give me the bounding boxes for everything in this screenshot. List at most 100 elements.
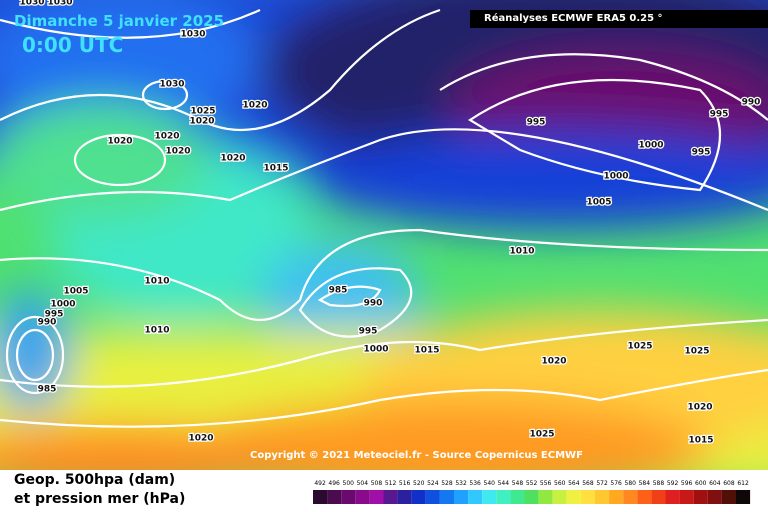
date-label: Dimanche 5 janvier 2025 — [14, 12, 224, 30]
colorbar-label: 552 — [526, 480, 538, 487]
colorbar-label: 556 — [540, 480, 552, 487]
colorbar-label: 500 — [343, 480, 355, 487]
colorbar-swatch — [524, 490, 539, 504]
isobar-label: 995 — [359, 327, 378, 337]
colorbar-label: 604 — [709, 480, 721, 487]
isobar-label: 1020 — [107, 137, 132, 147]
isobar-label: 1000 — [603, 172, 628, 182]
isobar-label: 1030 — [180, 30, 205, 40]
colorbar-label: 580 — [625, 480, 637, 487]
isobar-label: 1010 — [509, 247, 534, 257]
isobar-label: 1020 — [242, 101, 267, 111]
copyright: Copyright © 2021 Meteociel.fr - Source C… — [250, 450, 583, 461]
colorbar-swatch — [552, 490, 567, 504]
colorbar-label: 520 — [413, 480, 425, 487]
colorbar-label: 592 — [667, 480, 679, 487]
colorbar-swatch — [538, 490, 553, 504]
colorbar-label: 524 — [427, 480, 439, 487]
isobar-label: 1030 — [159, 80, 184, 90]
isobar-label: 990 — [364, 299, 383, 309]
colorbar-swatch — [482, 490, 497, 504]
colorbar-label: 532 — [455, 480, 467, 487]
colorbar-swatch — [651, 490, 666, 504]
isobar-label: 1005 — [63, 287, 88, 297]
colorbar-label: 564 — [568, 480, 580, 487]
isobar-label: 1000 — [363, 345, 388, 355]
map-field: 1030 103010301030102510201020102010201020… — [0, 0, 768, 470]
colorbar-swatch — [595, 490, 610, 504]
colorbar-swatch — [609, 490, 624, 504]
isobar-label: 1020 — [541, 357, 566, 367]
isobar-label: 1020 — [188, 434, 213, 444]
colorbar-swatch — [510, 490, 525, 504]
isobar-label: 1020 — [687, 403, 712, 413]
isobar-label: 1025 — [190, 107, 215, 117]
colorbar-swatch — [623, 490, 638, 504]
colorbar-label: 584 — [639, 480, 651, 487]
colorbar-label: 612 — [737, 480, 749, 487]
colorbar-label: 508 — [371, 480, 383, 487]
isobar-label: 1010 — [144, 326, 169, 336]
colorbar-swatch — [425, 490, 440, 504]
colorbar-swatch — [707, 490, 722, 504]
colorbar-label: 496 — [328, 480, 340, 487]
colorbar-label: 516 — [399, 480, 411, 487]
isobar-label: 1025 — [684, 347, 709, 357]
isobar-label: 1030 — [19, 0, 44, 8]
isobar-label: 995 — [45, 310, 64, 320]
legend-title: Geop. 500hpa (dam) — [14, 472, 175, 488]
contours — [0, 8, 768, 428]
isobar-label: 1025 — [529, 430, 554, 440]
colorbar-swatch — [369, 490, 384, 504]
isobar-label: 995 — [692, 148, 711, 158]
colorbar-swatch — [721, 490, 736, 504]
isobar-labels: 1030 103010301030102510201020102010201020… — [18, 0, 761, 447]
colorbar-label: 572 — [596, 480, 608, 487]
colorbar-label: 600 — [695, 480, 707, 487]
colorbar-label: 568 — [582, 480, 594, 487]
colorbar-swatch — [411, 490, 426, 504]
isobar-label: 1015 — [263, 164, 288, 174]
legend-title: et pression mer (hPa) — [14, 491, 185, 507]
colorbar-label: 528 — [441, 480, 453, 487]
colorbar-label: 492 — [314, 480, 326, 487]
colorbar-label: 548 — [512, 480, 524, 487]
isobar-label: 1015 — [414, 346, 439, 356]
colorbar-swatch — [383, 490, 398, 504]
colorbar-swatch — [468, 490, 483, 504]
colorbar-label: 504 — [357, 480, 369, 487]
colorbar-swatch — [397, 490, 412, 504]
colorbar-label: 512 — [385, 480, 397, 487]
isobar-label: 995 — [527, 118, 546, 128]
colorbar-swatch — [637, 490, 652, 504]
colorbar-swatch — [341, 490, 356, 504]
source-label: Réanalyses ECMWF ERA5 0.25 ° — [484, 12, 663, 24]
isobar-label: 1020 — [165, 147, 190, 157]
isobar-label: 995 — [710, 110, 729, 120]
colorbar: 492 496 500 504 508 512 516 520 524 528 532 536 540 5… — [313, 480, 751, 504]
time-label: 0:00 UTC — [22, 33, 123, 57]
source-box — [470, 10, 768, 28]
isobar-label: 1005 — [586, 198, 611, 208]
isobar-label: 985 — [38, 385, 57, 395]
colorbar-label: 560 — [554, 480, 566, 487]
colorbar-swatch — [736, 490, 751, 504]
isobar-label: 990 — [742, 98, 761, 108]
colorbar-swatch — [665, 490, 680, 504]
colorbar-label: 544 — [498, 480, 510, 487]
isobar-label: 1000 — [50, 300, 75, 310]
isobar-label: 1000 — [638, 141, 663, 151]
isobar-label: 1020 — [220, 154, 245, 164]
isobar-label: 1030 — [47, 0, 72, 8]
isobar-label: 1015 — [688, 436, 713, 446]
colorbar-swatch — [454, 490, 469, 504]
isobar-label: 1025 — [627, 342, 652, 352]
colorbar-swatch — [313, 490, 328, 504]
colorbar-swatch — [355, 490, 370, 504]
colorbar-swatch — [580, 490, 595, 504]
colorbar-label: 596 — [681, 480, 693, 487]
colorbar-label: 588 — [653, 480, 665, 487]
colorbar-swatch — [566, 490, 581, 504]
colorbar-swatch — [327, 490, 342, 504]
